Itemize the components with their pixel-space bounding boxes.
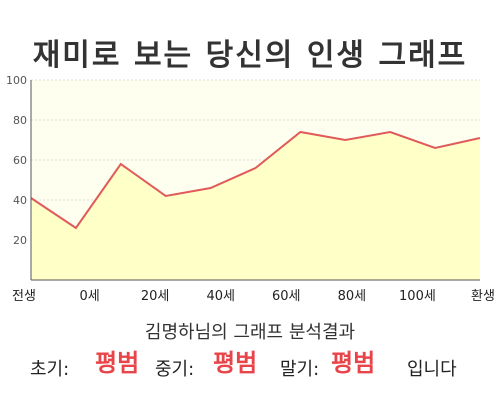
x-tick-label: 80세 (338, 289, 367, 304)
late-label: 말기: (280, 359, 320, 380)
x-tick-label: 0세 (79, 289, 99, 304)
x-tick-labels: 전생 0세 20세 40세 60세 80세 100세 환생 (12, 289, 495, 304)
early-value: 평범 (95, 349, 140, 377)
page-title: 재미로 보는 당신의 인생 그래프 (32, 38, 468, 73)
x-tick-label: 전생 (12, 289, 36, 304)
mid-label: 중기: (155, 359, 195, 380)
analysis-result: 초기: 평범 중기: 평범 말기: 평범 입니다 (0, 343, 500, 383)
analysis-heading: 김명하님의 그래프 분석결과 (144, 322, 356, 343)
y-tick-label: 60 (13, 154, 27, 167)
ending-text: 입니다 (407, 359, 457, 380)
y-tick-label: 100 (6, 74, 27, 87)
late-value: 평범 (331, 349, 376, 377)
x-tick-label: 60세 (272, 289, 301, 304)
early-label: 초기: (30, 359, 70, 380)
y-tick-label: 40 (13, 194, 27, 207)
y-tick-labels: 20 40 60 80 100 (6, 74, 27, 247)
series-area (31, 132, 480, 280)
series-line (30, 130, 481, 230)
x-tick-label: 20세 (141, 289, 170, 304)
mid-value: 평범 (213, 349, 258, 377)
y-tick-label: 80 (13, 114, 27, 127)
x-tick-label: 환생 (471, 289, 495, 304)
y-tick-label: 20 (13, 234, 27, 247)
x-tick-label: 40세 (206, 289, 235, 304)
x-tick-label: 100세 (399, 289, 436, 304)
